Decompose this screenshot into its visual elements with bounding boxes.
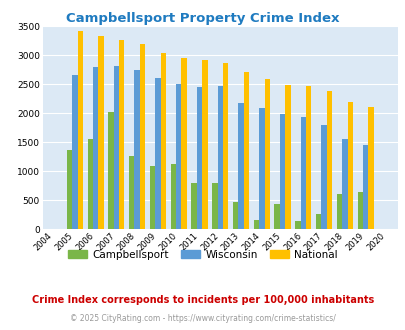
Bar <box>155 78 160 229</box>
Bar <box>119 40 124 229</box>
Bar <box>134 70 139 229</box>
Bar <box>149 166 155 229</box>
Bar <box>347 102 352 229</box>
Legend: Campbellsport, Wisconsin, National: Campbellsport, Wisconsin, National <box>64 246 341 264</box>
Bar <box>243 72 249 229</box>
Bar <box>285 85 290 229</box>
Bar <box>113 66 119 229</box>
Bar <box>196 87 202 229</box>
Bar <box>72 75 77 229</box>
Bar <box>222 63 228 229</box>
Bar <box>139 44 145 229</box>
Bar <box>202 60 207 229</box>
Bar <box>326 91 331 229</box>
Bar <box>181 58 186 229</box>
Bar <box>176 84 181 229</box>
Bar <box>253 220 258 229</box>
Bar <box>93 67 98 229</box>
Bar <box>279 114 285 229</box>
Bar <box>77 31 83 229</box>
Bar <box>217 85 222 229</box>
Bar <box>129 156 134 229</box>
Bar <box>362 145 367 229</box>
Bar <box>191 183 196 229</box>
Bar <box>305 86 311 229</box>
Bar <box>170 164 176 229</box>
Text: Crime Index corresponds to incidents per 100,000 inhabitants: Crime Index corresponds to incidents per… <box>32 295 373 305</box>
Bar <box>294 221 300 229</box>
Bar <box>315 214 321 229</box>
Bar <box>367 107 373 229</box>
Text: © 2025 CityRating.com - https://www.cityrating.com/crime-statistics/: © 2025 CityRating.com - https://www.city… <box>70 314 335 323</box>
Bar <box>238 103 243 229</box>
Bar <box>341 140 347 229</box>
Bar <box>160 53 166 229</box>
Bar <box>232 202 238 229</box>
Bar <box>274 204 279 229</box>
Bar <box>357 192 362 229</box>
Bar <box>300 117 305 229</box>
Bar <box>258 108 264 229</box>
Bar <box>108 112 113 229</box>
Text: Campbellsport Property Crime Index: Campbellsport Property Crime Index <box>66 12 339 24</box>
Bar <box>321 125 326 229</box>
Bar <box>87 140 93 229</box>
Bar <box>336 194 341 229</box>
Bar <box>264 79 269 229</box>
Bar <box>98 36 103 229</box>
Bar <box>66 150 72 229</box>
Bar <box>212 183 217 229</box>
